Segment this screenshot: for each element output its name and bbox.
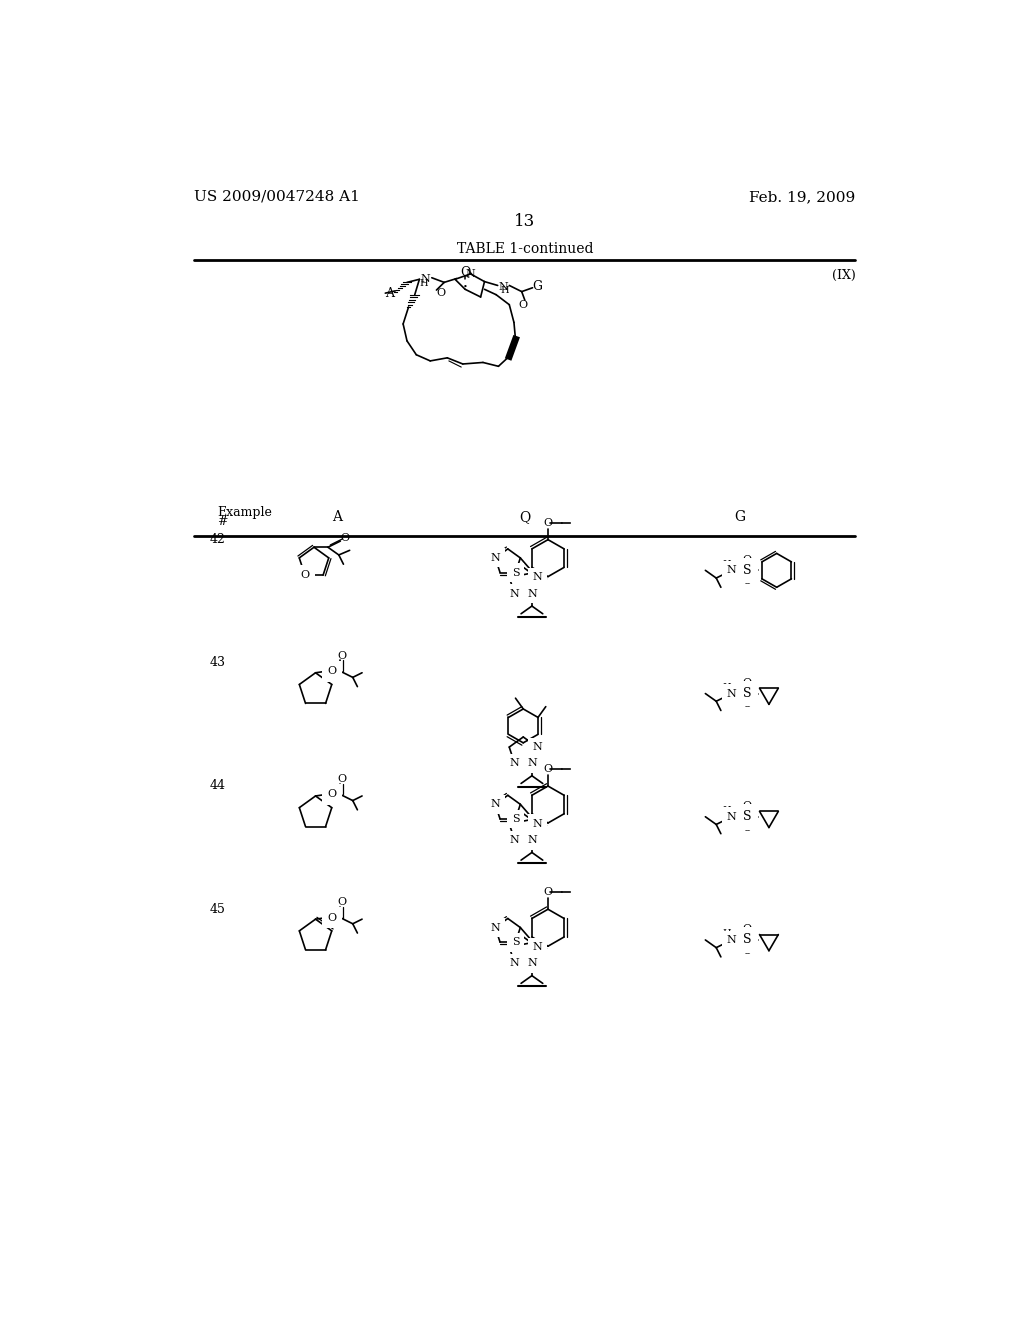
Text: N: N bbox=[727, 812, 736, 822]
Text: N: N bbox=[490, 923, 500, 932]
Text: O: O bbox=[742, 945, 752, 956]
Text: O: O bbox=[328, 789, 337, 800]
Text: N: N bbox=[527, 958, 537, 969]
Text: N: N bbox=[510, 836, 519, 845]
Text: 42: 42 bbox=[209, 533, 225, 546]
Text: H: H bbox=[723, 807, 731, 814]
Text: N: N bbox=[727, 935, 736, 945]
Text: #: # bbox=[217, 515, 227, 528]
Text: O: O bbox=[742, 554, 752, 565]
Text: O: O bbox=[337, 898, 346, 907]
Text: N: N bbox=[490, 800, 500, 809]
Text: Q: Q bbox=[460, 265, 470, 279]
Text: N: N bbox=[727, 689, 736, 698]
Text: S: S bbox=[512, 568, 519, 578]
Text: N: N bbox=[466, 269, 475, 279]
Text: S: S bbox=[743, 810, 752, 824]
Text: O: O bbox=[340, 533, 349, 543]
Text: N: N bbox=[510, 589, 519, 599]
Text: N: N bbox=[510, 759, 519, 768]
Text: Feb. 19, 2009: Feb. 19, 2009 bbox=[750, 190, 856, 203]
Text: N: N bbox=[532, 942, 542, 952]
Text: O: O bbox=[742, 700, 752, 709]
Text: 13: 13 bbox=[514, 213, 536, 230]
Text: S: S bbox=[743, 933, 752, 946]
Text: G: G bbox=[532, 280, 542, 293]
Text: O: O bbox=[544, 517, 553, 528]
Text: N: N bbox=[527, 589, 537, 599]
Text: S: S bbox=[512, 814, 519, 824]
Text: N: N bbox=[727, 565, 736, 576]
Text: A: A bbox=[332, 511, 342, 524]
Text: O: O bbox=[328, 667, 337, 676]
Text: Q: Q bbox=[519, 511, 530, 524]
Text: •: • bbox=[463, 282, 468, 290]
Text: N: N bbox=[421, 275, 430, 284]
Text: H: H bbox=[723, 560, 731, 569]
Text: S: S bbox=[743, 686, 752, 700]
Text: H: H bbox=[723, 929, 731, 939]
Text: TABLE 1-continued: TABLE 1-continued bbox=[457, 243, 593, 256]
Text: H: H bbox=[420, 280, 428, 288]
Text: N: N bbox=[490, 553, 500, 562]
Text: 43: 43 bbox=[209, 656, 225, 669]
Text: O: O bbox=[742, 924, 752, 935]
Text: (IX): (IX) bbox=[831, 269, 855, 282]
Text: G: G bbox=[734, 511, 745, 524]
Text: O: O bbox=[544, 764, 553, 774]
Text: A: A bbox=[385, 286, 394, 300]
Text: S: S bbox=[512, 937, 519, 948]
Text: N: N bbox=[527, 759, 537, 768]
Text: O: O bbox=[300, 570, 309, 579]
Text: N: N bbox=[499, 282, 508, 292]
Text: O: O bbox=[544, 887, 553, 898]
Text: O: O bbox=[742, 822, 752, 833]
Text: O: O bbox=[436, 288, 445, 298]
Text: S: S bbox=[743, 564, 752, 577]
Text: Example: Example bbox=[217, 506, 272, 519]
Text: US 2009/0047248 A1: US 2009/0047248 A1 bbox=[194, 190, 359, 203]
Text: O: O bbox=[742, 576, 752, 586]
Text: O: O bbox=[328, 912, 337, 923]
Text: O: O bbox=[519, 300, 527, 310]
Text: N: N bbox=[527, 836, 537, 845]
Text: O: O bbox=[337, 774, 346, 784]
Text: N: N bbox=[532, 573, 542, 582]
Text: N: N bbox=[532, 742, 542, 752]
Text: 44: 44 bbox=[209, 779, 225, 792]
Text: O: O bbox=[337, 651, 346, 661]
Text: N: N bbox=[510, 958, 519, 969]
Text: H: H bbox=[501, 286, 509, 296]
Text: H: H bbox=[723, 682, 731, 692]
Text: N: N bbox=[532, 818, 542, 829]
Text: O: O bbox=[742, 801, 752, 810]
Text: O: O bbox=[742, 677, 752, 688]
Text: 45: 45 bbox=[209, 903, 225, 916]
